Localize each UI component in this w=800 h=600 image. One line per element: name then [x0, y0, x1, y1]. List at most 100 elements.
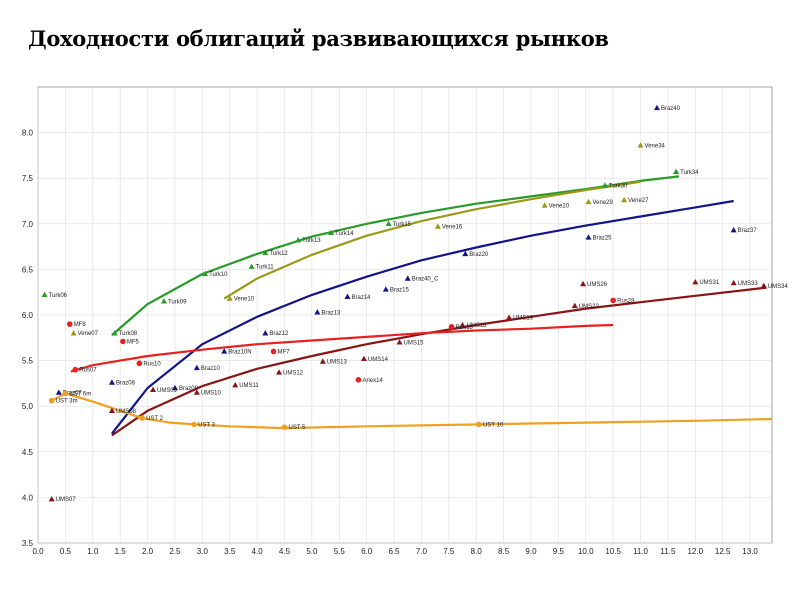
page-title: Доходности облигаций развивающихся рынко… — [28, 26, 609, 51]
ums-point — [193, 389, 200, 395]
x-tick-label: 7.0 — [416, 547, 428, 556]
y-tick-label: 4.0 — [22, 493, 34, 502]
ust-point — [48, 397, 55, 404]
braz-point — [653, 104, 660, 111]
point-label: UMS11 — [239, 383, 259, 389]
vene-point — [637, 142, 644, 148]
x-tick-label: 3.0 — [197, 547, 209, 556]
x-tick-label: 6.5 — [388, 547, 400, 556]
x-tick-label: 10.0 — [578, 547, 594, 556]
fit-curves — [51, 175, 773, 437]
point-label: UMS26 — [587, 282, 608, 288]
point-label: MF7 — [278, 349, 291, 355]
rus-point — [72, 366, 79, 373]
turk-point — [202, 270, 209, 277]
point-label: UMS10 — [201, 391, 222, 397]
x-tick-label: 2.5 — [169, 547, 181, 556]
point-label: Turk10 — [209, 272, 228, 278]
data-points: Turk06 Turk08 Turk09 Turk10 Turk11 Turk12 Turk… — [41, 104, 789, 503]
point-label: MF5 — [127, 339, 140, 345]
point-label: Braz15 — [390, 287, 410, 293]
turk-point — [673, 168, 680, 175]
ust-curve — [51, 392, 773, 430]
point-label: Rus18 — [456, 325, 474, 331]
point-label: Turk30 — [609, 183, 628, 189]
rus-point — [120, 338, 126, 345]
point-label: Vene07 — [78, 331, 99, 337]
point-label: Braz10 — [201, 366, 221, 372]
vene-point — [621, 196, 628, 203]
x-tick-label: 3.5 — [224, 547, 236, 556]
point-label: UMS31 — [699, 280, 720, 286]
point-label: Turk34 — [680, 170, 699, 176]
turk-point — [385, 220, 392, 226]
point-label: UMS15 — [404, 340, 425, 346]
vene-point — [70, 330, 77, 336]
x-tick-label: 12.0 — [688, 547, 704, 556]
ums-point — [730, 279, 737, 286]
y-tick-label: 5.5 — [22, 357, 34, 366]
point-label: UST 2 — [146, 416, 164, 422]
braz-point — [108, 379, 115, 385]
y-tick-label: 3.5 — [22, 539, 34, 548]
ums-point — [319, 358, 326, 364]
ums-point — [48, 496, 55, 502]
point-label: Vene29 — [593, 200, 614, 206]
ums-point — [108, 407, 115, 413]
x-tick-label: 12.5 — [715, 547, 731, 556]
rus-point — [270, 348, 277, 355]
point-label: UST 3 — [198, 422, 216, 428]
braz-point — [221, 348, 228, 354]
point-label: Braz07 — [63, 391, 83, 397]
ums-point — [232, 382, 239, 388]
braz-point — [55, 389, 62, 395]
x-tick-label: 13.0 — [742, 547, 758, 556]
braz-point — [730, 226, 737, 233]
x-tick-label: 11.0 — [633, 547, 649, 556]
point-label: Braz40 — [661, 106, 681, 112]
point-label: UMS22 — [579, 304, 600, 310]
point-label: Turk11 — [256, 265, 275, 271]
y-tick-label: 4.5 — [22, 448, 34, 457]
ums-point — [760, 282, 767, 289]
ust-point — [476, 421, 482, 428]
braz-point — [193, 364, 200, 371]
turk-point — [160, 298, 167, 304]
ust-point — [191, 421, 197, 428]
point-label: Turk09 — [168, 299, 187, 305]
braz-curve — [111, 199, 734, 435]
x-tick-label: 4.5 — [279, 547, 291, 556]
point-label: Vene27 — [628, 198, 649, 204]
x-tick-label: 6.0 — [361, 547, 373, 556]
y-tick-label: 6.5 — [22, 265, 34, 274]
rus-point — [448, 324, 455, 330]
point-label: Braz10N — [228, 349, 251, 355]
point-label: UMS12 — [283, 370, 304, 376]
ums-point — [276, 369, 283, 375]
braz-point — [404, 275, 411, 281]
point-label: UST 5 — [288, 425, 306, 431]
x-tick-label: 11.5 — [660, 547, 676, 556]
point-label: UMS34 — [768, 284, 789, 290]
y-tick-label: 8.0 — [22, 129, 34, 138]
x-tick-label: 5.5 — [334, 547, 346, 556]
point-label: Braz09 — [179, 386, 199, 392]
x-tick-label: 8.5 — [498, 547, 510, 556]
x-tick-label: 4.0 — [252, 547, 264, 556]
rus-point — [66, 321, 73, 327]
grid-lines — [37, 87, 772, 544]
braz-point — [462, 250, 469, 257]
y-axis: 3.5 4.0 4.5 5.0 5.5 6.0 6.5 7.0 7.5 8.0 — [22, 129, 34, 548]
x-tick-label: 1.0 — [87, 547, 99, 556]
ums-point — [459, 321, 466, 328]
point-label: Turk15 — [393, 222, 412, 228]
point-label: Braz20 — [469, 252, 489, 258]
point-label: UMS16 — [467, 323, 488, 329]
vene-point — [226, 295, 233, 301]
x-axis: 0.0 0.5 1.0 1.5 2.0 2.5 3.0 3.5 4.0 4.5 5.0 5.5 6.0 6… — [32, 547, 758, 556]
x-tick-label: 9.0 — [525, 547, 537, 556]
point-label: UMS14 — [368, 357, 389, 363]
x-tick-label: 0.5 — [60, 547, 72, 556]
rus-point — [355, 376, 362, 383]
turk-point — [111, 330, 118, 336]
